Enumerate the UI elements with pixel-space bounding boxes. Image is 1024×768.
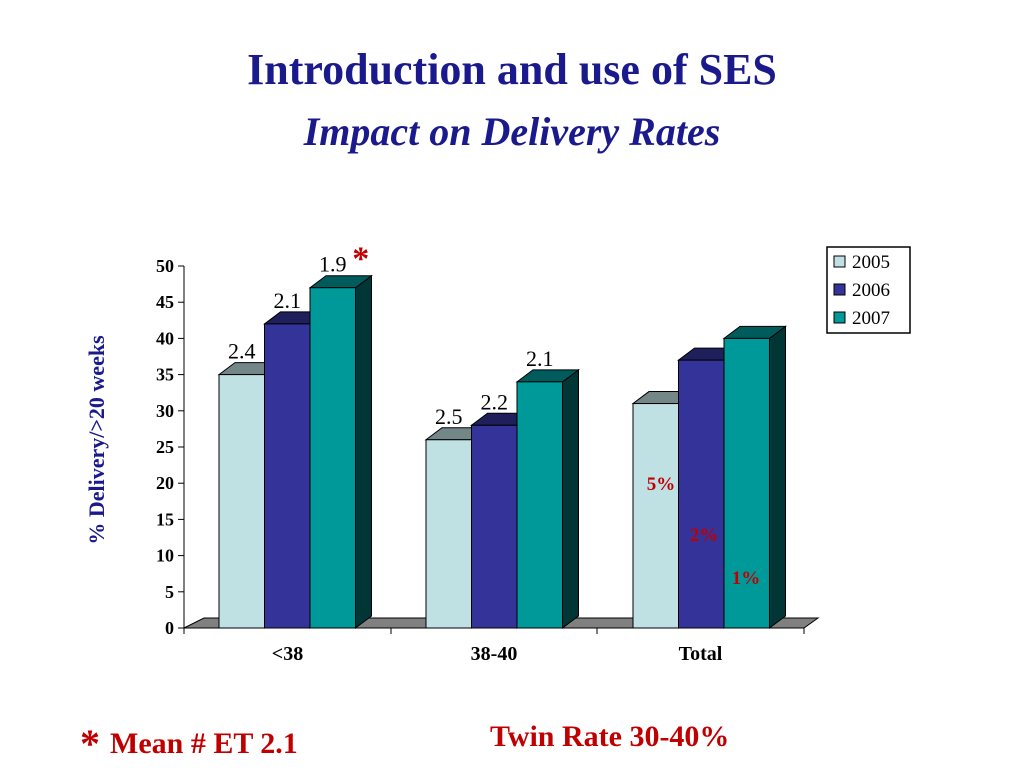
bar-2005-38-40	[425, 439, 472, 629]
legend-label-2005: 2005	[852, 252, 890, 273]
legend-label-2007: 2007	[852, 308, 890, 329]
y-tick-label: 25	[156, 437, 174, 457]
bar-side-2007	[562, 368, 579, 629]
y-tick-label: 35	[156, 365, 174, 385]
legend-swatch-2007	[833, 311, 846, 324]
x-tick-label: Total	[679, 643, 723, 665]
y-tick-label: 40	[156, 328, 174, 348]
total-percent-label: 1%	[732, 568, 761, 589]
bar-data-label: 2.5	[435, 404, 463, 429]
bar-side-2007	[355, 274, 372, 629]
y-tick-label: 50	[156, 256, 174, 276]
legend-label-2006: 2006	[852, 280, 890, 301]
bar-2005-<38	[218, 374, 265, 629]
y-tick-label: 45	[156, 292, 174, 312]
bar-2005-Total	[632, 403, 679, 629]
footer-mean-et: Mean # ET 2.1	[110, 727, 298, 760]
bar-2007-38-40	[516, 381, 563, 629]
footer-twin-rate: Twin Rate 30-40%	[490, 720, 730, 753]
slide-title: Introduction and use of SES	[247, 45, 777, 94]
bar-2007-Total	[723, 337, 770, 629]
y-axis-title: % Delivery/>20 weeks	[84, 335, 109, 545]
legend-swatch-2006	[833, 283, 846, 296]
y-tick-label: 30	[156, 401, 174, 421]
y-tick-label: 10	[156, 546, 174, 566]
legend-swatch-2005	[833, 255, 846, 268]
bar-data-label: 2.2	[481, 389, 509, 414]
total-percent-label: 2%	[690, 525, 719, 546]
bar-data-label: 2.4	[228, 339, 256, 364]
bar-2006-38-40	[471, 424, 518, 629]
y-tick-label: 5	[165, 582, 174, 602]
bar-data-label: 1.9	[319, 252, 347, 277]
y-tick-label: 20	[156, 473, 174, 493]
bar-side-2007	[769, 325, 786, 629]
footer-star-marker: *	[80, 721, 100, 766]
bar-data-label: 2.1	[274, 288, 302, 313]
y-tick-label: 0	[165, 618, 174, 638]
x-tick-label: 38-40	[471, 643, 518, 665]
bar-2006-Total	[678, 359, 725, 629]
y-tick-label: 15	[156, 509, 174, 529]
bar-2007-<38	[309, 287, 356, 629]
bar-chart: 0 5 10 15 20 25 30 35 40 45 50 <38 38-40 Total % Deliv…	[84, 241, 911, 665]
star-marker: *	[352, 241, 369, 278]
total-percent-label: 5%	[647, 474, 676, 495]
x-tick-label: <38	[272, 643, 303, 665]
slide-subtitle: Impact on Delivery Rates	[303, 109, 721, 154]
footer-left: * Mean # ET 2.1	[80, 720, 298, 767]
bar-data-label: 2.1	[526, 346, 554, 371]
bar-2006-<38	[264, 323, 311, 629]
